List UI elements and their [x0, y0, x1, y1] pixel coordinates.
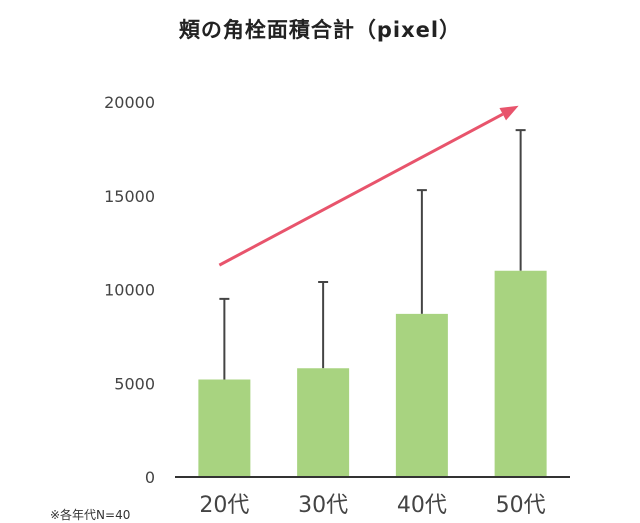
x-tick-label: 30代	[298, 493, 348, 518]
y-tick-label: 15000	[104, 187, 155, 206]
x-axis-labels: 20代 30代 40代 50代	[199, 493, 545, 518]
y-tick-label: 5000	[114, 374, 155, 393]
trend-arrow-line	[218, 112, 504, 267]
y-axis-ticks: 20000 15000 10000 5000 0	[104, 93, 155, 487]
bar	[297, 368, 350, 477]
x-tick-label: 50代	[496, 493, 546, 518]
bars	[198, 270, 547, 477]
y-tick-label: 10000	[104, 281, 155, 300]
bar	[198, 379, 251, 477]
trend-arrow	[218, 105, 519, 267]
chart-title: 頬の角栓面積合計（pixel）	[178, 18, 462, 42]
x-tick-label: 20代	[199, 493, 249, 518]
x-tick-label: 40代	[397, 493, 447, 518]
y-tick-label: 20000	[104, 93, 155, 112]
bar	[395, 313, 448, 477]
y-tick-label: 0	[145, 468, 155, 487]
error-bars	[219, 129, 526, 380]
trend-arrow-head	[499, 105, 519, 121]
footnote: ※各年代N=40	[50, 508, 131, 522]
bar	[494, 270, 547, 477]
